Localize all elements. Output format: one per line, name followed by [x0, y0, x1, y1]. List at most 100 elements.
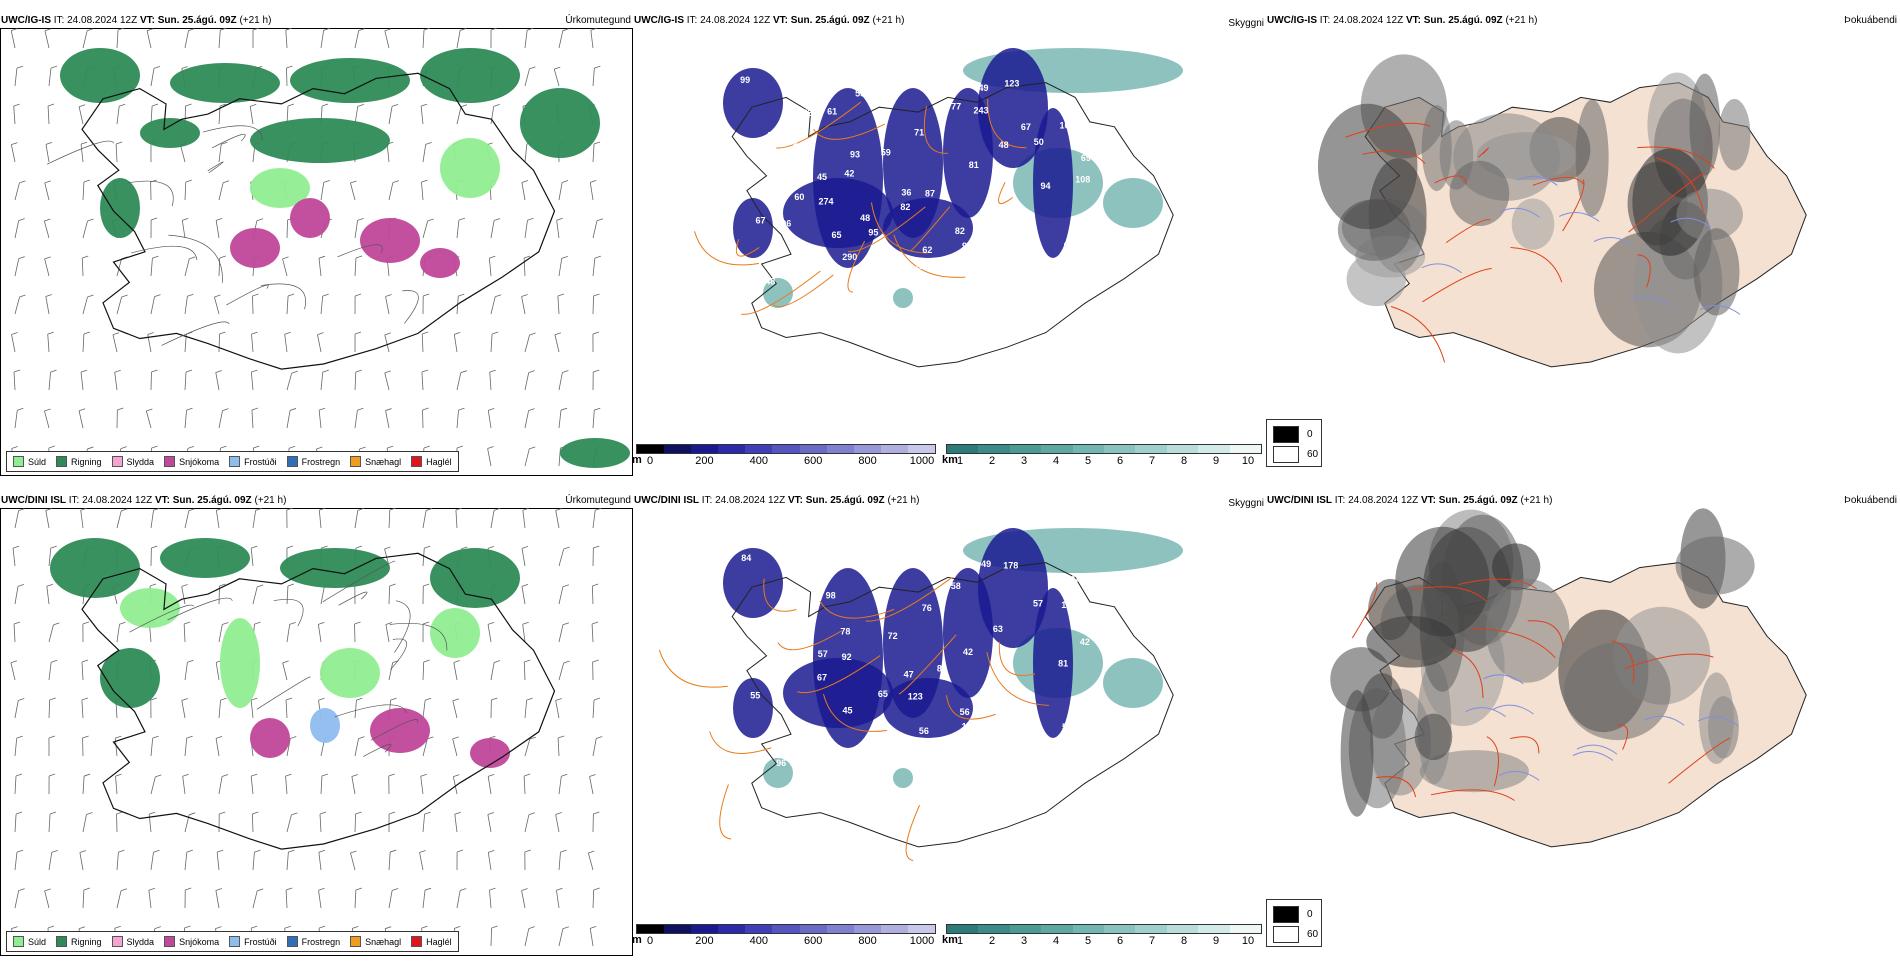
wind-barb	[524, 660, 530, 680]
wind-barb	[351, 851, 357, 870]
wind-barb	[287, 813, 297, 832]
cloud-base-value: 56	[960, 707, 970, 717]
wind-barb	[454, 332, 460, 352]
legend-item: Snæhagl	[350, 456, 401, 467]
wind-barb	[488, 812, 494, 832]
fog-area	[1694, 228, 1740, 315]
wind-barb	[321, 370, 329, 390]
wind-barb	[423, 508, 432, 528]
vt-value: Sun. 25.ágú. 09Z	[1439, 495, 1518, 506]
it-value: 24.08.2024 12Z	[82, 495, 152, 506]
wind-barb	[82, 660, 88, 680]
wind-barb	[219, 698, 227, 718]
colorbar-tick: 800	[858, 935, 876, 947]
cloud-base-value: 93	[962, 241, 972, 251]
colorbar-unit: m	[633, 934, 642, 946]
cloud-base-value: 81	[1003, 255, 1013, 265]
colorbar-tick: 600	[804, 455, 822, 467]
wind-barb	[46, 142, 52, 162]
wind-barb	[593, 546, 599, 566]
wind-barb	[219, 409, 229, 428]
wind-barb	[83, 813, 92, 832]
wind-barb	[146, 409, 152, 428]
wind-barb	[525, 447, 535, 466]
wind-barb	[320, 812, 326, 832]
wind-barb	[355, 294, 361, 314]
colorbar-swatch	[1010, 925, 1041, 933]
colorbar-swatch	[1135, 445, 1166, 453]
wind-barb	[117, 104, 125, 124]
wind-barb	[151, 508, 160, 528]
legend-swatch	[164, 936, 175, 947]
it-value: 24.08.2024 12Z	[1333, 15, 1403, 26]
wind-barb	[593, 219, 603, 238]
legend-swatch	[350, 936, 361, 947]
cloud-base-value: 71	[914, 128, 924, 138]
wind-barb	[252, 332, 258, 352]
colorbar-tick: 10	[1242, 935, 1254, 947]
legend-swatch	[229, 936, 240, 947]
wind-barb	[489, 256, 495, 276]
colorbar-swatch	[772, 445, 799, 453]
wind-barb	[453, 699, 459, 718]
wind-barb	[148, 332, 154, 352]
wind-barb	[15, 257, 25, 276]
vt-value: Sun. 25.ágú. 09Z	[806, 495, 885, 506]
wind-barb	[385, 29, 391, 48]
wind-barb	[217, 850, 223, 870]
wind-barb	[491, 28, 497, 48]
wind-barb	[287, 622, 296, 642]
cloud-base-value: 290	[842, 252, 857, 262]
wind-barb	[488, 774, 494, 794]
legend-item: Súld	[13, 456, 46, 467]
precip-area	[140, 118, 200, 148]
legend-swatch	[112, 936, 123, 947]
wind-barb	[593, 294, 599, 314]
wind-barb	[556, 509, 562, 528]
wind-barb	[49, 623, 59, 642]
wind-barb	[287, 508, 293, 528]
it-label: IT:	[1320, 15, 1331, 26]
colorbar-tick: 0	[647, 455, 653, 467]
wind-barb	[49, 850, 58, 870]
lead-time: (+21 h)	[254, 495, 286, 506]
cloud-base-value: 55	[855, 89, 865, 99]
cloud-base-value: 48	[765, 277, 775, 287]
wind-barb	[389, 850, 396, 870]
fog-area	[1576, 99, 1609, 216]
legend-swatch	[56, 456, 67, 467]
precip-area	[360, 218, 420, 263]
wind-barb	[49, 66, 57, 86]
wind-barb	[423, 584, 429, 604]
fog-area	[1512, 198, 1555, 249]
model-label: UWC/IG-IS	[634, 15, 684, 26]
colorbar-swatch	[745, 445, 772, 453]
cloud-base-value: 366	[769, 158, 784, 168]
legend-label: Snjókoma	[179, 457, 219, 467]
legend-item: Slydda	[112, 936, 155, 947]
precip-area	[220, 618, 260, 708]
vt-label: VT:	[155, 495, 170, 506]
wind-barb	[559, 256, 568, 276]
wind-barb	[81, 142, 87, 162]
wind-barb	[11, 661, 17, 680]
vt-label: VT:	[1421, 495, 1436, 506]
wind-barb	[488, 447, 494, 466]
cloud-base-value: 67	[755, 216, 765, 226]
vt-label: VT:	[1406, 15, 1421, 26]
wind-barb	[593, 332, 599, 352]
low-visibility-area	[893, 768, 913, 788]
wind-barb	[287, 408, 296, 428]
lead-time: (+21 h)	[1505, 15, 1537, 26]
cloud-base-value: 45	[842, 706, 852, 716]
colorbar-tick: 400	[750, 455, 768, 467]
wind-barb	[522, 584, 528, 604]
cloud-base-value: 81	[969, 160, 979, 170]
wind-barb	[185, 180, 192, 200]
colorbar-tick: 4	[1053, 455, 1059, 467]
wind-barb	[491, 698, 497, 718]
wind-barb	[557, 218, 563, 238]
colorbar-swatch	[1104, 925, 1135, 933]
